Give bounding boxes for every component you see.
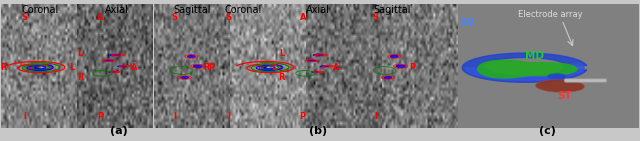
Text: (c): (c) (539, 126, 556, 136)
Text: Sagittal: Sagittal (173, 5, 211, 15)
Text: A: A (97, 13, 104, 22)
Text: S: S (21, 13, 28, 22)
Polygon shape (462, 53, 587, 82)
Text: S: S (372, 13, 379, 22)
Text: R: R (278, 73, 285, 82)
Ellipse shape (118, 66, 125, 67)
Text: P: P (208, 63, 214, 72)
Text: I: I (23, 112, 26, 121)
Text: L: L (279, 49, 284, 58)
Text: L: L (271, 63, 276, 72)
Ellipse shape (396, 65, 405, 68)
Text: I: I (173, 112, 176, 121)
Text: (b): (b) (309, 126, 327, 136)
Text: P: P (300, 112, 306, 121)
Text: L: L (69, 63, 74, 72)
Text: P: P (97, 112, 104, 121)
Ellipse shape (193, 65, 202, 68)
Text: Coronal: Coronal (225, 5, 262, 15)
Ellipse shape (181, 76, 189, 79)
Ellipse shape (307, 60, 316, 61)
Text: I: I (374, 112, 377, 121)
Text: L: L (77, 49, 83, 58)
Ellipse shape (390, 55, 398, 58)
Ellipse shape (104, 60, 113, 61)
Ellipse shape (536, 80, 584, 92)
Ellipse shape (384, 76, 392, 79)
Polygon shape (466, 64, 584, 80)
Ellipse shape (321, 66, 328, 67)
Text: R: R (77, 73, 83, 82)
Ellipse shape (547, 73, 566, 79)
Text: MD: MD (525, 51, 544, 61)
Ellipse shape (110, 54, 120, 56)
Text: S: S (225, 13, 232, 22)
Polygon shape (478, 60, 577, 78)
Text: SV: SV (460, 18, 475, 27)
Ellipse shape (312, 71, 319, 72)
Ellipse shape (188, 55, 195, 58)
Text: P: P (410, 63, 416, 72)
Text: R: R (204, 63, 210, 72)
FancyBboxPatch shape (564, 79, 607, 82)
Text: Electrode array: Electrode array (518, 10, 582, 19)
Ellipse shape (313, 54, 323, 56)
Ellipse shape (109, 71, 115, 72)
Text: I: I (227, 112, 230, 121)
Text: A: A (131, 63, 138, 72)
Bar (458, 4, 639, 128)
Text: Sagittal: Sagittal (374, 5, 411, 15)
Text: A: A (333, 63, 339, 72)
Text: S: S (172, 13, 178, 22)
Text: Coronal: Coronal (22, 5, 59, 15)
Text: Axial: Axial (306, 5, 330, 15)
Text: (a): (a) (109, 126, 127, 136)
Text: Axial: Axial (105, 5, 129, 15)
Text: A: A (300, 13, 306, 22)
Text: R: R (0, 63, 6, 72)
Text: ST: ST (557, 91, 572, 101)
